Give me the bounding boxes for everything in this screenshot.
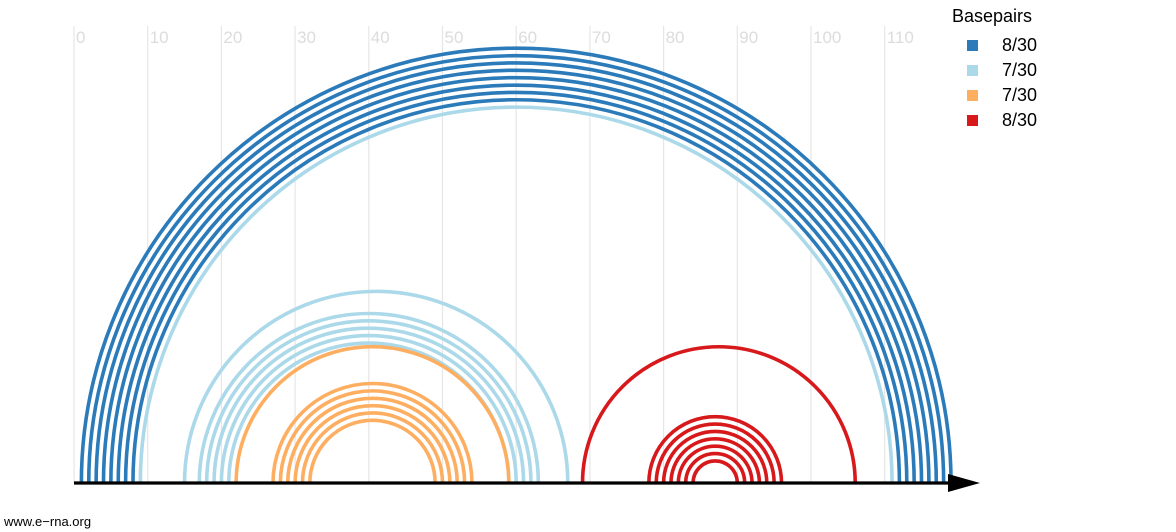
arc-series-1 [116,83,916,484]
arc-series-4 [654,422,776,484]
legend-item-4: 8/30 [952,108,1037,133]
tick-label: 20 [223,28,242,47]
arc-series-1 [109,75,924,484]
arc-series-4 [669,436,762,484]
legend-swatch [967,40,978,51]
legend-label: 8/30 [1002,35,1038,55]
arc-series-2 [212,326,526,484]
tick-label: 70 [592,28,611,47]
legend-item-2: 7/30 [952,58,1037,83]
arc-series-3 [308,418,437,484]
arc-series-1 [86,53,946,484]
arc-series-3 [278,389,467,484]
arc-series-4 [580,344,858,484]
arc-series-2 [219,333,518,484]
legend-label: 8/30 [1002,110,1038,130]
legend-swatch [967,90,978,101]
tick-label: 100 [813,28,841,47]
arc-series-3 [293,403,452,484]
arc-series-3 [300,411,445,484]
arc-series-4 [691,459,740,484]
tick-label: 50 [445,28,464,47]
legend-swatch [967,115,978,126]
arc-series-4 [661,429,769,484]
tick-label: 30 [297,28,316,47]
arc-series-3 [234,344,511,484]
tick-label: 90 [739,28,758,47]
arc-series-4 [676,444,754,484]
grid-lines [73,26,886,483]
tick-labels: 0 10 20 30 40 50 60 70 80 90 100 110 [76,28,914,47]
arc-series-3 [285,396,460,484]
axis-arrowhead [948,474,980,492]
arc-series-2 [204,319,533,484]
legend-item-1: 8/30 [952,33,1037,58]
arc-series-2 [138,105,894,484]
arcs [79,46,953,484]
legend-item-3: 7/30 [952,83,1037,108]
legend-label: 7/30 [1002,85,1038,105]
arc-series-4 [647,414,784,484]
arc-series-1 [79,46,953,484]
legend-title: Basepairs [952,6,1033,26]
arc-series-1 [94,61,939,484]
arc-series-1 [123,90,909,484]
arc-series-2 [197,311,541,484]
tick-label: 60 [518,28,537,47]
arc-series-1 [131,97,902,484]
arc-series-4 [683,451,747,484]
tick-label: 80 [666,28,685,47]
legend-swatch [967,65,978,76]
tick-label: 0 [76,28,85,47]
legend-label: 7/30 [1002,60,1038,80]
arc-series-3 [271,381,474,484]
tick-label: 10 [150,28,169,47]
footer-url: www.e−rna.org [4,514,92,529]
arc-series-2 [182,289,570,484]
legend: Basepairs 8/30 7/30 7/30 8/30 [952,6,1037,133]
arc-series-1 [101,68,931,484]
sequence-axis [74,474,980,492]
tick-label: 40 [371,28,390,47]
tick-label: 110 [887,28,914,47]
